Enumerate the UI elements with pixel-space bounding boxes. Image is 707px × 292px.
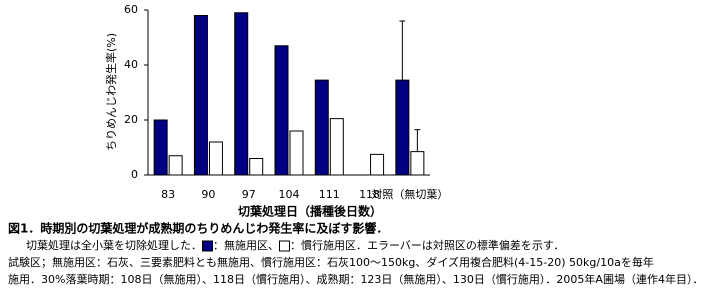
bar xyxy=(208,141,223,176)
bar xyxy=(289,130,304,176)
y-axis-title: ちりめんじわ発生率(%) xyxy=(104,33,118,151)
bar xyxy=(395,79,410,176)
caption-line: 試験区；無施用区：石灰、三要素肥料とも無施用、慣行施用区：石灰100～150kg… xyxy=(8,255,654,269)
caption-text: ．エラーバーは対照区の標準偏差を示す． xyxy=(356,238,564,252)
caption-note: 切葉処理は全小葉を切除処理した． ：無施用区、 ：慣行施用区．エラーバーは対照区… xyxy=(26,238,564,252)
x-tick-label: 118 xyxy=(359,188,380,201)
caption-title: 図1．時期別の切葉処理が成熟期のちりめんじわ発生率に及ぼす影響． xyxy=(8,221,388,236)
legend-label: 無施用区 xyxy=(224,238,268,252)
caption-text: 、 xyxy=(268,239,279,252)
legend-label: 慣行施用区 xyxy=(301,238,356,252)
caption-line: 施用．30%落葉時期：108日（無施用）、118日（慣行施用）、成熟期：123日… xyxy=(8,272,703,286)
x-tick-label: 104 xyxy=(279,188,300,201)
y-tick-label: 20 xyxy=(124,113,138,126)
caption-text: ： xyxy=(213,239,224,252)
x-tick-label: 111 xyxy=(319,188,340,201)
caption-text: 切葉処理は全小葉を切除処理した． xyxy=(26,238,202,252)
bar xyxy=(249,158,264,176)
bar xyxy=(193,15,208,176)
bar xyxy=(314,79,329,176)
bar xyxy=(168,155,183,176)
x-tick-label: 97 xyxy=(242,188,256,201)
bar xyxy=(370,153,385,176)
x-tick-label: 83 xyxy=(161,188,175,201)
legend-swatch xyxy=(202,240,213,252)
legend-swatch xyxy=(279,240,290,252)
x-axis-title: 切葉処理日（播種後日数） xyxy=(238,204,382,219)
bar xyxy=(274,45,289,176)
bar xyxy=(329,118,344,176)
y-tick-label: 0 xyxy=(131,168,138,181)
y-tick-label: 60 xyxy=(124,3,138,16)
bar xyxy=(410,151,425,176)
x-tick-label: 90 xyxy=(201,188,215,201)
y-tick-label: 40 xyxy=(124,58,138,71)
bar xyxy=(153,119,168,176)
caption-text: ： xyxy=(290,239,301,252)
bar xyxy=(234,12,249,176)
x-tick-label: 対照（無切葉） xyxy=(371,187,448,201)
